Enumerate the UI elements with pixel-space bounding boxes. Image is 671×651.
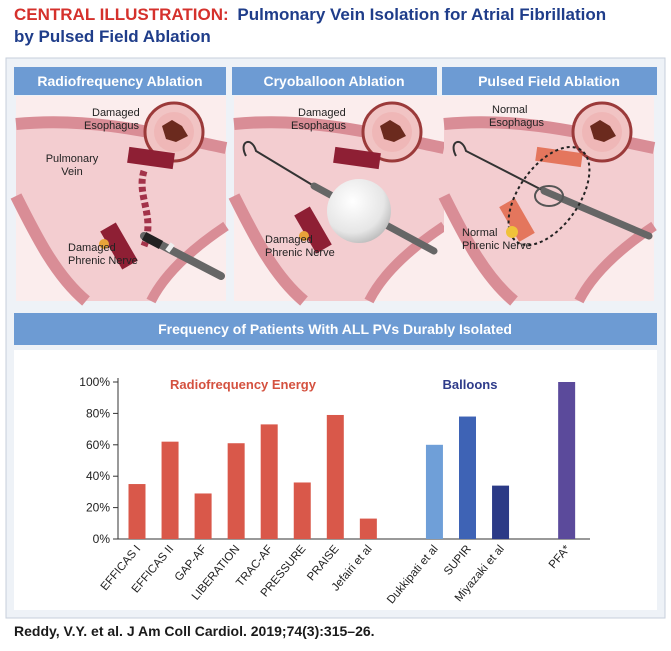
label: Pulmonary bbox=[46, 153, 99, 165]
bar bbox=[260, 424, 278, 539]
label: Phrenic Nerve bbox=[462, 240, 532, 252]
bar bbox=[161, 441, 179, 539]
bar bbox=[492, 485, 510, 539]
annotation: Radiofrequency Energy bbox=[170, 377, 317, 392]
y-tick-label: 20% bbox=[86, 501, 110, 515]
chart-title: Frequency of Patients With ALL PVs Durab… bbox=[158, 321, 512, 337]
y-tick-label: 80% bbox=[86, 406, 110, 420]
bar bbox=[227, 443, 245, 539]
illustration bbox=[444, 96, 654, 301]
label: Normal bbox=[462, 227, 497, 239]
panel-title: Cryoballoon Ablation bbox=[263, 73, 404, 89]
label: Damaged bbox=[298, 107, 346, 119]
bar bbox=[425, 444, 443, 539]
chart-header bbox=[14, 313, 657, 345]
label: Damaged bbox=[68, 242, 116, 254]
label: Esophagus bbox=[84, 120, 140, 132]
y-tick-label: 40% bbox=[86, 469, 110, 483]
bar bbox=[194, 493, 212, 539]
label: Vein bbox=[61, 166, 82, 178]
annotation: Balloons bbox=[443, 377, 498, 392]
bar bbox=[459, 416, 476, 539]
illustration bbox=[234, 96, 444, 301]
bar bbox=[558, 382, 576, 539]
label: Phrenic Nerve bbox=[68, 255, 138, 267]
panel-header bbox=[442, 67, 657, 95]
header-title: by Pulsed Field Ablation bbox=[14, 27, 211, 46]
header-title: Pulmonary Vein Isolation for Atrial Fibr… bbox=[237, 5, 606, 24]
label: Damaged bbox=[265, 234, 313, 246]
bar bbox=[359, 518, 377, 539]
bar bbox=[326, 414, 344, 539]
label: Normal bbox=[492, 104, 527, 116]
y-tick-label: 60% bbox=[86, 438, 110, 452]
header: CENTRAL ILLUSTRATION: Pulmonary Vein Iso… bbox=[14, 5, 611, 46]
panel-header bbox=[232, 67, 437, 95]
y-tick-label: 100% bbox=[79, 375, 110, 389]
label: Phrenic Nerve bbox=[265, 247, 335, 259]
panel-header bbox=[14, 67, 226, 95]
citation: Reddy, V.Y. et al. J Am Coll Cardiol. 20… bbox=[14, 623, 375, 639]
label: Damaged bbox=[92, 107, 140, 119]
illustration bbox=[16, 96, 226, 301]
bar bbox=[293, 482, 311, 539]
panel-title: Pulsed Field Ablation bbox=[478, 73, 620, 89]
label: Esophagus bbox=[291, 120, 347, 132]
panel-title: Radiofrequency Ablation bbox=[37, 73, 202, 89]
label: Esophagus bbox=[489, 117, 545, 129]
bar bbox=[128, 484, 146, 539]
illustration-labels: Damaged Esophagus Pulmonary Vein Damaged… bbox=[46, 104, 545, 267]
y-tick-label: 0% bbox=[93, 532, 111, 546]
header-label: CENTRAL ILLUSTRATION: bbox=[14, 5, 229, 24]
